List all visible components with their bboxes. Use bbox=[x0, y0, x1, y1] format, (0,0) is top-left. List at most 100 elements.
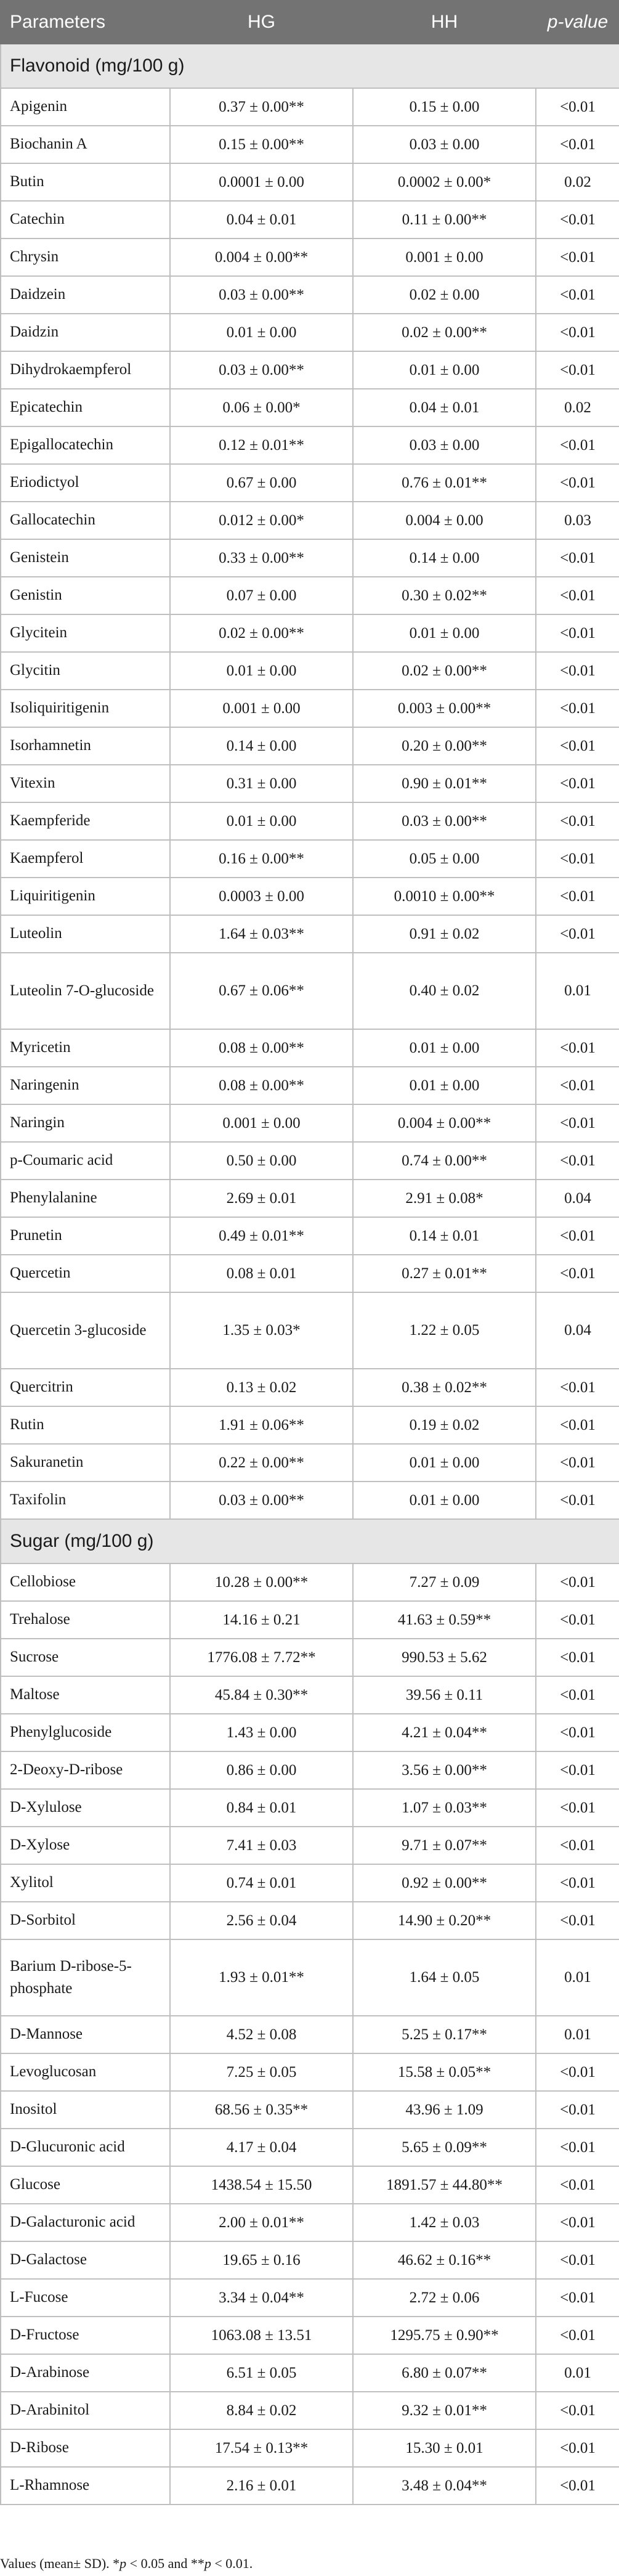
cell-p-value: <0.01 bbox=[535, 1563, 619, 1602]
cell-hh: 0.01 ± 0.00 bbox=[352, 351, 536, 389]
table-row: Eriodictyol 0.67 ± 0.00 0.76 ± 0.01** <0.01 bbox=[0, 463, 619, 502]
table-row: Taxifolin 0.03 ± 0.00** 0.01 ± 0.00 <0.01 bbox=[0, 1481, 619, 1520]
cell-hg: 8.84 ± 0.02 bbox=[169, 2391, 354, 2430]
cell-p-value: 0.02 bbox=[535, 163, 619, 202]
cell-p-value: <0.01 bbox=[535, 1600, 619, 1639]
table-row: Naringin 0.001 ± 0.00 0.004 ± 0.00** <0.01 bbox=[0, 1104, 619, 1143]
cell-hg: 0.012 ± 0.00* bbox=[169, 501, 354, 540]
table-row: D-Ribose 17.54 ± 0.13** 15.30 ± 0.01 <0.01 bbox=[0, 2429, 619, 2468]
cell-parameter: Glucose bbox=[0, 2166, 171, 2204]
cell-hh: 0.02 ± 0.00** bbox=[352, 651, 536, 690]
cell-hh: 0.0010 ± 0.00** bbox=[352, 877, 536, 916]
cell-parameter: L-Rhamnose bbox=[0, 2466, 171, 2505]
cell-hh: 5.25 ± 0.17** bbox=[352, 2015, 536, 2054]
cell-p-value: <0.01 bbox=[535, 1104, 619, 1143]
cell-hg: 0.03 ± 0.00** bbox=[169, 351, 354, 389]
table-row: Myricetin 0.08 ± 0.00** 0.01 ± 0.00 <0.01 bbox=[0, 1029, 619, 1067]
cell-parameter: Gallocatechin bbox=[0, 501, 171, 540]
cell-parameter: Kaempferol bbox=[0, 839, 171, 878]
cell-hh: 5.65 ± 0.09** bbox=[352, 2128, 536, 2167]
cell-parameter: D-Fructose bbox=[0, 2316, 171, 2355]
cell-p-value: <0.01 bbox=[535, 1141, 619, 1180]
table-row: Apigenin 0.37 ± 0.00** 0.15 ± 0.00 <0.01 bbox=[0, 88, 619, 126]
cell-parameter: D-Arabinitol bbox=[0, 2391, 171, 2430]
cell-hg: 1063.08 ± 13.51 bbox=[169, 2316, 354, 2355]
cell-hh: 0.02 ± 0.00 bbox=[352, 275, 536, 314]
cell-parameter: Dihydrokaempferol bbox=[0, 351, 171, 389]
table-row: Daidzin 0.01 ± 0.00 0.02 ± 0.00** <0.01 bbox=[0, 313, 619, 352]
cell-parameter: Myricetin bbox=[0, 1029, 171, 1067]
cell-hg: 1.64 ± 0.03** bbox=[169, 915, 354, 953]
table-row: D-Arabinose 6.51 ± 0.05 6.80 ± 0.07** 0.01 bbox=[0, 2354, 619, 2392]
cell-hg: 1.91 ± 0.06** bbox=[169, 1406, 354, 1445]
cell-parameter: Inositol bbox=[0, 2090, 171, 2129]
cell-hg: 0.37 ± 0.00** bbox=[169, 88, 354, 126]
cell-parameter: Vitexin bbox=[0, 764, 171, 803]
cell-p-value: <0.01 bbox=[535, 839, 619, 878]
cell-hg: 0.02 ± 0.00** bbox=[169, 614, 354, 653]
cell-parameter: Apigenin bbox=[0, 88, 171, 126]
table-row: Genistein 0.33 ± 0.00** 0.14 ± 0.00 <0.01 bbox=[0, 539, 619, 577]
cell-p-value: <0.01 bbox=[535, 877, 619, 916]
table-row: Naringenin 0.08 ± 0.00** 0.01 ± 0.00 <0.01 bbox=[0, 1066, 619, 1105]
cell-parameter: D-Galactose bbox=[0, 2241, 171, 2280]
cell-p-value: <0.01 bbox=[535, 1368, 619, 1407]
cell-hg: 0.07 ± 0.00 bbox=[169, 576, 354, 615]
cell-hg: 4.17 ± 0.04 bbox=[169, 2128, 354, 2167]
cell-hg: 0.31 ± 0.00 bbox=[169, 764, 354, 803]
cell-hh: 0.001 ± 0.00 bbox=[352, 238, 536, 277]
cell-hh: 1.22 ± 0.05 bbox=[352, 1292, 536, 1369]
cell-p-value: <0.01 bbox=[535, 200, 619, 239]
cell-hh: 4.21 ± 0.04** bbox=[352, 1713, 536, 1752]
table-row: D-Galacturonic acid 2.00 ± 0.01** 1.42 ± 0… bbox=[0, 2203, 619, 2242]
cell-parameter: Glycitein bbox=[0, 614, 171, 653]
cell-hg: 0.49 ± 0.01** bbox=[169, 1217, 354, 1255]
cell-parameter: Naringenin bbox=[0, 1066, 171, 1105]
cell-hg: 0.03 ± 0.00** bbox=[169, 275, 354, 314]
cell-parameter: Trehalose bbox=[0, 1600, 171, 1639]
table-row: Liquiritigenin 0.0003 ± 0.00 0.0010 ± 0.00… bbox=[0, 877, 619, 916]
cell-parameter: Naringin bbox=[0, 1104, 171, 1143]
table-row: Luteolin 7-O-glucoside 0.67 ± 0.06** 0.40 … bbox=[0, 952, 619, 1030]
cell-p-value: <0.01 bbox=[535, 614, 619, 653]
cell-hh: 0.003 ± 0.00** bbox=[352, 689, 536, 728]
cell-hg: 1.35 ± 0.03* bbox=[169, 1292, 354, 1369]
cell-hh: 0.20 ± 0.00** bbox=[352, 727, 536, 765]
cell-p-value: <0.01 bbox=[535, 915, 619, 953]
cell-p-value: <0.01 bbox=[535, 275, 619, 314]
cell-hg: 68.56 ± 0.35** bbox=[169, 2090, 354, 2129]
cell-hg: 3.34 ± 0.04** bbox=[169, 2278, 354, 2317]
cell-parameter: Daidzin bbox=[0, 313, 171, 352]
cell-hg: 0.01 ± 0.00 bbox=[169, 802, 354, 841]
cell-p-value: <0.01 bbox=[535, 1406, 619, 1445]
cell-p-value: <0.01 bbox=[535, 2391, 619, 2430]
cell-parameter: D-Mannose bbox=[0, 2015, 171, 2054]
cell-hg: 0.22 ± 0.00** bbox=[169, 1443, 354, 1482]
cell-hg: 0.12 ± 0.01** bbox=[169, 426, 354, 465]
cell-hg: 0.04 ± 0.01 bbox=[169, 200, 354, 239]
cell-hh: 2.72 ± 0.06 bbox=[352, 2278, 536, 2317]
cell-p-value: <0.01 bbox=[535, 426, 619, 465]
cell-parameter: Luteolin 7-O-glucoside bbox=[0, 952, 171, 1030]
cell-p-value: <0.01 bbox=[535, 651, 619, 690]
table-row: Epicatechin 0.06 ± 0.00* 0.04 ± 0.01 0.02 bbox=[0, 388, 619, 427]
cell-hg: 17.54 ± 0.13** bbox=[169, 2429, 354, 2468]
cell-hh: 0.01 ± 0.00 bbox=[352, 1481, 536, 1520]
cell-hg: 1776.08 ± 7.72** bbox=[169, 1638, 354, 1677]
footnote-tail: < 0.01. bbox=[211, 2556, 253, 2571]
cell-parameter: Quercetin bbox=[0, 1254, 171, 1293]
cell-hh: 2.91 ± 0.08* bbox=[352, 1179, 536, 1218]
cell-hh: 0.11 ± 0.00** bbox=[352, 200, 536, 239]
cell-parameter: D-Xylose bbox=[0, 1826, 171, 1865]
table-row: Quercetin 3-glucoside 1.35 ± 0.03* 1.22 ± … bbox=[0, 1292, 619, 1369]
table-row: L-Fucose 3.34 ± 0.04** 2.72 ± 0.06 <0.01 bbox=[0, 2278, 619, 2317]
cell-p-value: <0.01 bbox=[535, 1066, 619, 1105]
cell-p-value: <0.01 bbox=[535, 1901, 619, 1940]
table-row: Kaempferide 0.01 ± 0.00 0.03 ± 0.00** <0.01 bbox=[0, 802, 619, 841]
table-row: Daidzein 0.03 ± 0.00** 0.02 ± 0.00 <0.01 bbox=[0, 275, 619, 314]
cell-hh: 0.04 ± 0.01 bbox=[352, 388, 536, 427]
cell-hg: 14.16 ± 0.21 bbox=[169, 1600, 354, 1639]
cell-hh: 46.62 ± 0.16** bbox=[352, 2241, 536, 2280]
header-p-value-label: p-value bbox=[547, 12, 609, 32]
cell-hh: 1.07 ± 0.03** bbox=[352, 1788, 536, 1827]
